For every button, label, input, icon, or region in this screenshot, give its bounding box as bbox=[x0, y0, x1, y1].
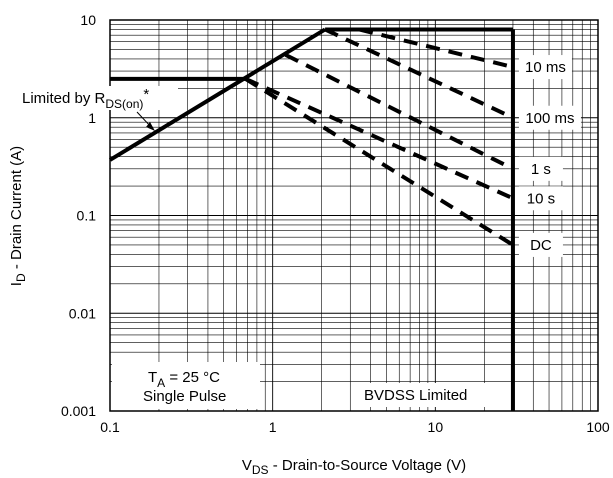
series-label-1-s: 1 s bbox=[531, 161, 551, 178]
y-tick-label: 1 bbox=[88, 110, 96, 126]
series-line-10-ms bbox=[358, 27, 514, 70]
rds-on-label-bg bbox=[18, 86, 178, 110]
x-axis-title: VDS - Drain-to-Source Voltage (V) bbox=[242, 457, 466, 477]
bvdss-label: BVDSS Limited bbox=[364, 387, 467, 404]
rds-on-label: Limited by RDS(on)* bbox=[22, 86, 149, 111]
series-label-bg-10-ms bbox=[518, 55, 572, 80]
rds-on-pointer-arrowhead bbox=[146, 122, 155, 131]
y-tick-label: 0.1 bbox=[77, 208, 97, 224]
y-tick-label: 0.01 bbox=[69, 305, 96, 321]
ta-label: TA = 25 °C bbox=[148, 369, 220, 390]
series-label-100-ms: 100 ms bbox=[525, 110, 574, 127]
y-tick-label: 0.001 bbox=[61, 403, 96, 419]
limit-lines bbox=[108, 27, 515, 411]
series-line-10-s bbox=[244, 77, 514, 201]
series-line-1-s bbox=[284, 53, 514, 171]
series-label-bg-10-s bbox=[518, 186, 563, 211]
grid bbox=[110, 20, 598, 411]
series-label-10-s: 10 s bbox=[527, 190, 555, 207]
tick-labels: 0.1 1 10 100 10 1 0.1 0.01 0.001 bbox=[61, 12, 610, 435]
series-label-bg-100-ms bbox=[518, 105, 581, 130]
series-line-100-ms bbox=[324, 27, 514, 120]
series-label-bg-1-s bbox=[518, 156, 563, 181]
series-labels: 10 ms 100 ms 1 s 10 s DC bbox=[518, 55, 581, 257]
series-line-dc bbox=[244, 77, 514, 247]
bvdss-label-bg bbox=[358, 383, 500, 407]
single-pulse-label: Single Pulse bbox=[143, 388, 226, 405]
x-tick-label: 10 bbox=[428, 419, 444, 435]
y-axis-title: ID - Drain Current (A) bbox=[8, 146, 28, 286]
conditions-box bbox=[112, 362, 260, 409]
series-label-bg-dc bbox=[518, 232, 563, 257]
y-tick-label: 10 bbox=[80, 12, 96, 28]
series-label-dc: DC bbox=[530, 237, 552, 254]
x-tick-label: 100 bbox=[586, 419, 610, 435]
x-tick-label: 1 bbox=[269, 419, 277, 435]
x-tick-label: 0.1 bbox=[100, 419, 120, 435]
pulse-series bbox=[244, 27, 514, 247]
rds-on-limit-line bbox=[108, 27, 327, 162]
plot-frame bbox=[109, 19, 599, 412]
series-label-10-ms: 10 ms bbox=[525, 59, 566, 76]
